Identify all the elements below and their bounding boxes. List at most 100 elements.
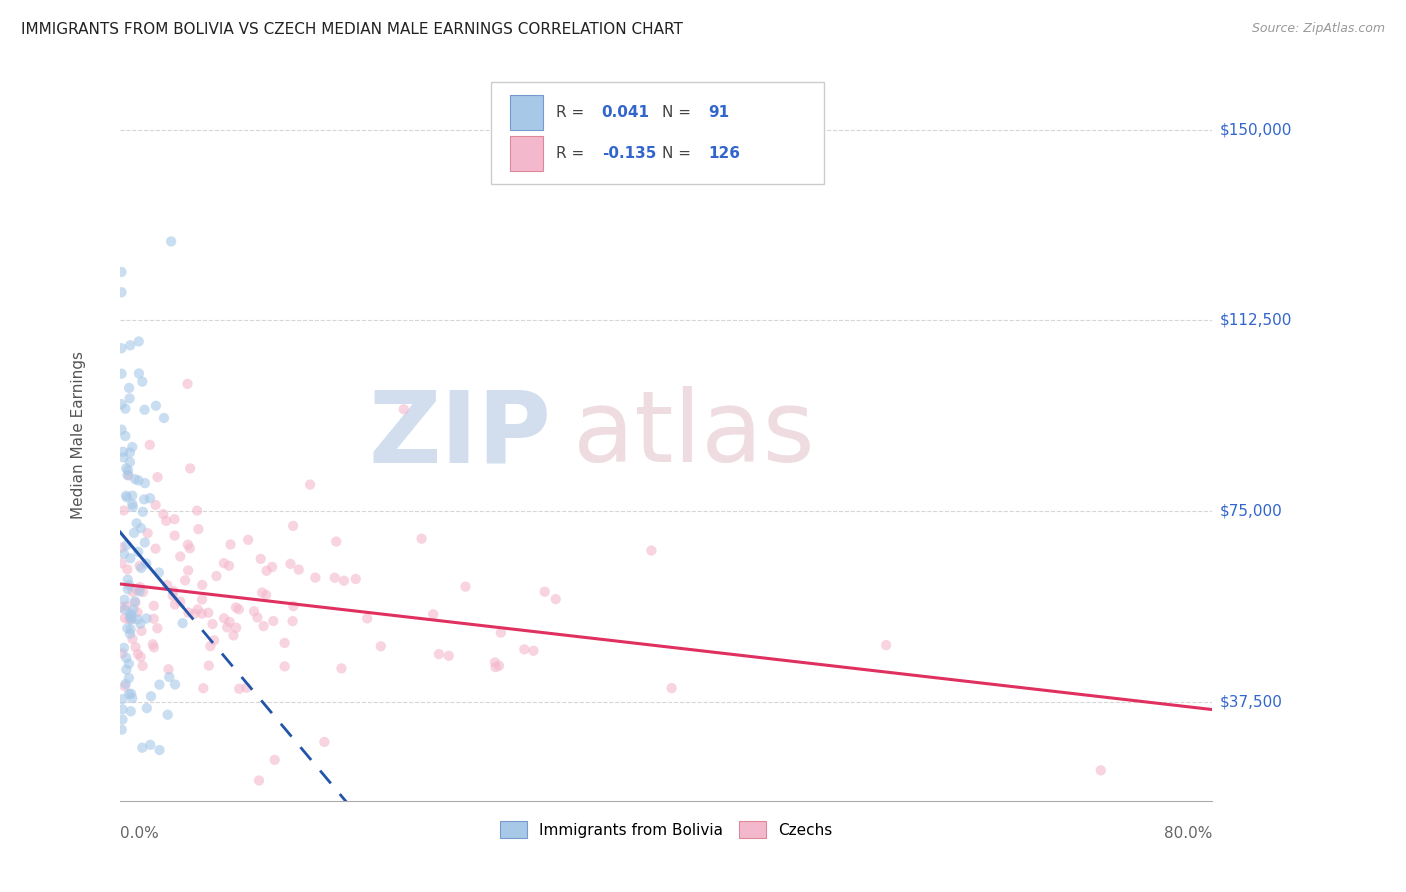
Point	[131, 659, 153, 673]
Point	[128, 367, 150, 381]
Point	[156, 707, 179, 722]
Point	[120, 704, 142, 718]
Point	[110, 265, 132, 279]
Text: Source: ZipAtlas.com: Source: ZipAtlas.com	[1251, 22, 1385, 36]
Point	[217, 620, 239, 634]
Point	[118, 657, 141, 671]
Point	[138, 438, 160, 452]
Point	[281, 614, 304, 628]
Point	[121, 691, 143, 706]
Point	[129, 649, 152, 664]
Point	[148, 566, 170, 580]
Point	[411, 532, 433, 546]
Point	[314, 735, 336, 749]
Point	[513, 642, 536, 657]
Point	[157, 670, 180, 684]
Point	[121, 440, 143, 454]
Point	[111, 541, 134, 555]
Point	[246, 610, 269, 624]
Point	[118, 687, 141, 701]
Point	[172, 616, 194, 631]
Point	[262, 560, 284, 574]
Point	[250, 585, 273, 599]
Point	[131, 375, 153, 389]
Point	[177, 538, 200, 552]
Point	[112, 503, 135, 517]
Point	[115, 538, 138, 552]
Text: N =: N =	[662, 146, 696, 161]
Text: Median Male Earnings: Median Male Earnings	[72, 351, 86, 519]
Point	[280, 557, 302, 571]
Point	[114, 429, 136, 443]
Text: atlas: atlas	[574, 386, 815, 483]
Text: R =: R =	[555, 146, 589, 161]
Point	[179, 461, 201, 475]
Bar	[510, 95, 543, 130]
Point	[287, 563, 309, 577]
Point	[118, 626, 141, 640]
Point	[344, 572, 367, 586]
Point	[134, 476, 156, 491]
Point	[201, 617, 224, 632]
Point	[205, 569, 228, 583]
Point	[136, 526, 159, 541]
Point	[142, 599, 165, 613]
Point	[875, 638, 897, 652]
Point	[156, 578, 179, 592]
Point	[169, 594, 191, 608]
Point	[128, 558, 150, 573]
Point	[127, 612, 149, 626]
FancyBboxPatch shape	[491, 82, 824, 184]
Point	[118, 392, 141, 406]
Point	[117, 562, 139, 576]
Point	[145, 541, 167, 556]
Point	[163, 512, 186, 526]
Point	[148, 743, 170, 757]
Point	[325, 534, 347, 549]
Point	[661, 681, 683, 695]
Point	[117, 468, 139, 483]
Point	[112, 640, 135, 655]
Point	[263, 753, 285, 767]
Point	[304, 571, 326, 585]
Point	[422, 607, 444, 622]
Point	[125, 516, 148, 531]
Point	[202, 633, 225, 648]
Point	[163, 677, 186, 691]
Point	[197, 606, 219, 620]
Point	[114, 401, 136, 416]
Point	[262, 614, 284, 628]
Point	[118, 381, 141, 395]
Point	[120, 607, 142, 621]
Point	[131, 624, 153, 638]
Text: R =: R =	[555, 105, 589, 120]
Point	[128, 584, 150, 599]
Point	[155, 514, 177, 528]
Point	[176, 376, 198, 391]
Point	[323, 571, 346, 585]
Point	[225, 600, 247, 615]
Point	[218, 615, 240, 629]
Point	[124, 596, 146, 610]
Point	[131, 740, 153, 755]
Point	[121, 489, 143, 503]
Point	[115, 599, 138, 613]
Point	[115, 461, 138, 475]
Point	[114, 602, 136, 616]
Point	[198, 658, 221, 673]
Point	[142, 640, 165, 655]
Point	[114, 677, 136, 691]
Point	[134, 535, 156, 549]
Point	[127, 583, 149, 598]
Point	[212, 556, 235, 570]
Text: -0.135: -0.135	[602, 146, 657, 161]
Point	[489, 625, 512, 640]
Text: IMMIGRANTS FROM BOLIVIA VS CZECH MEDIAN MALE EARNINGS CORRELATION CHART: IMMIGRANTS FROM BOLIVIA VS CZECH MEDIAN …	[21, 22, 683, 37]
Point	[299, 477, 322, 491]
Point	[112, 547, 135, 561]
Point	[110, 600, 132, 615]
Point	[114, 611, 136, 625]
Point	[118, 612, 141, 626]
Text: $37,500: $37,500	[1220, 694, 1284, 709]
Point	[219, 537, 242, 551]
